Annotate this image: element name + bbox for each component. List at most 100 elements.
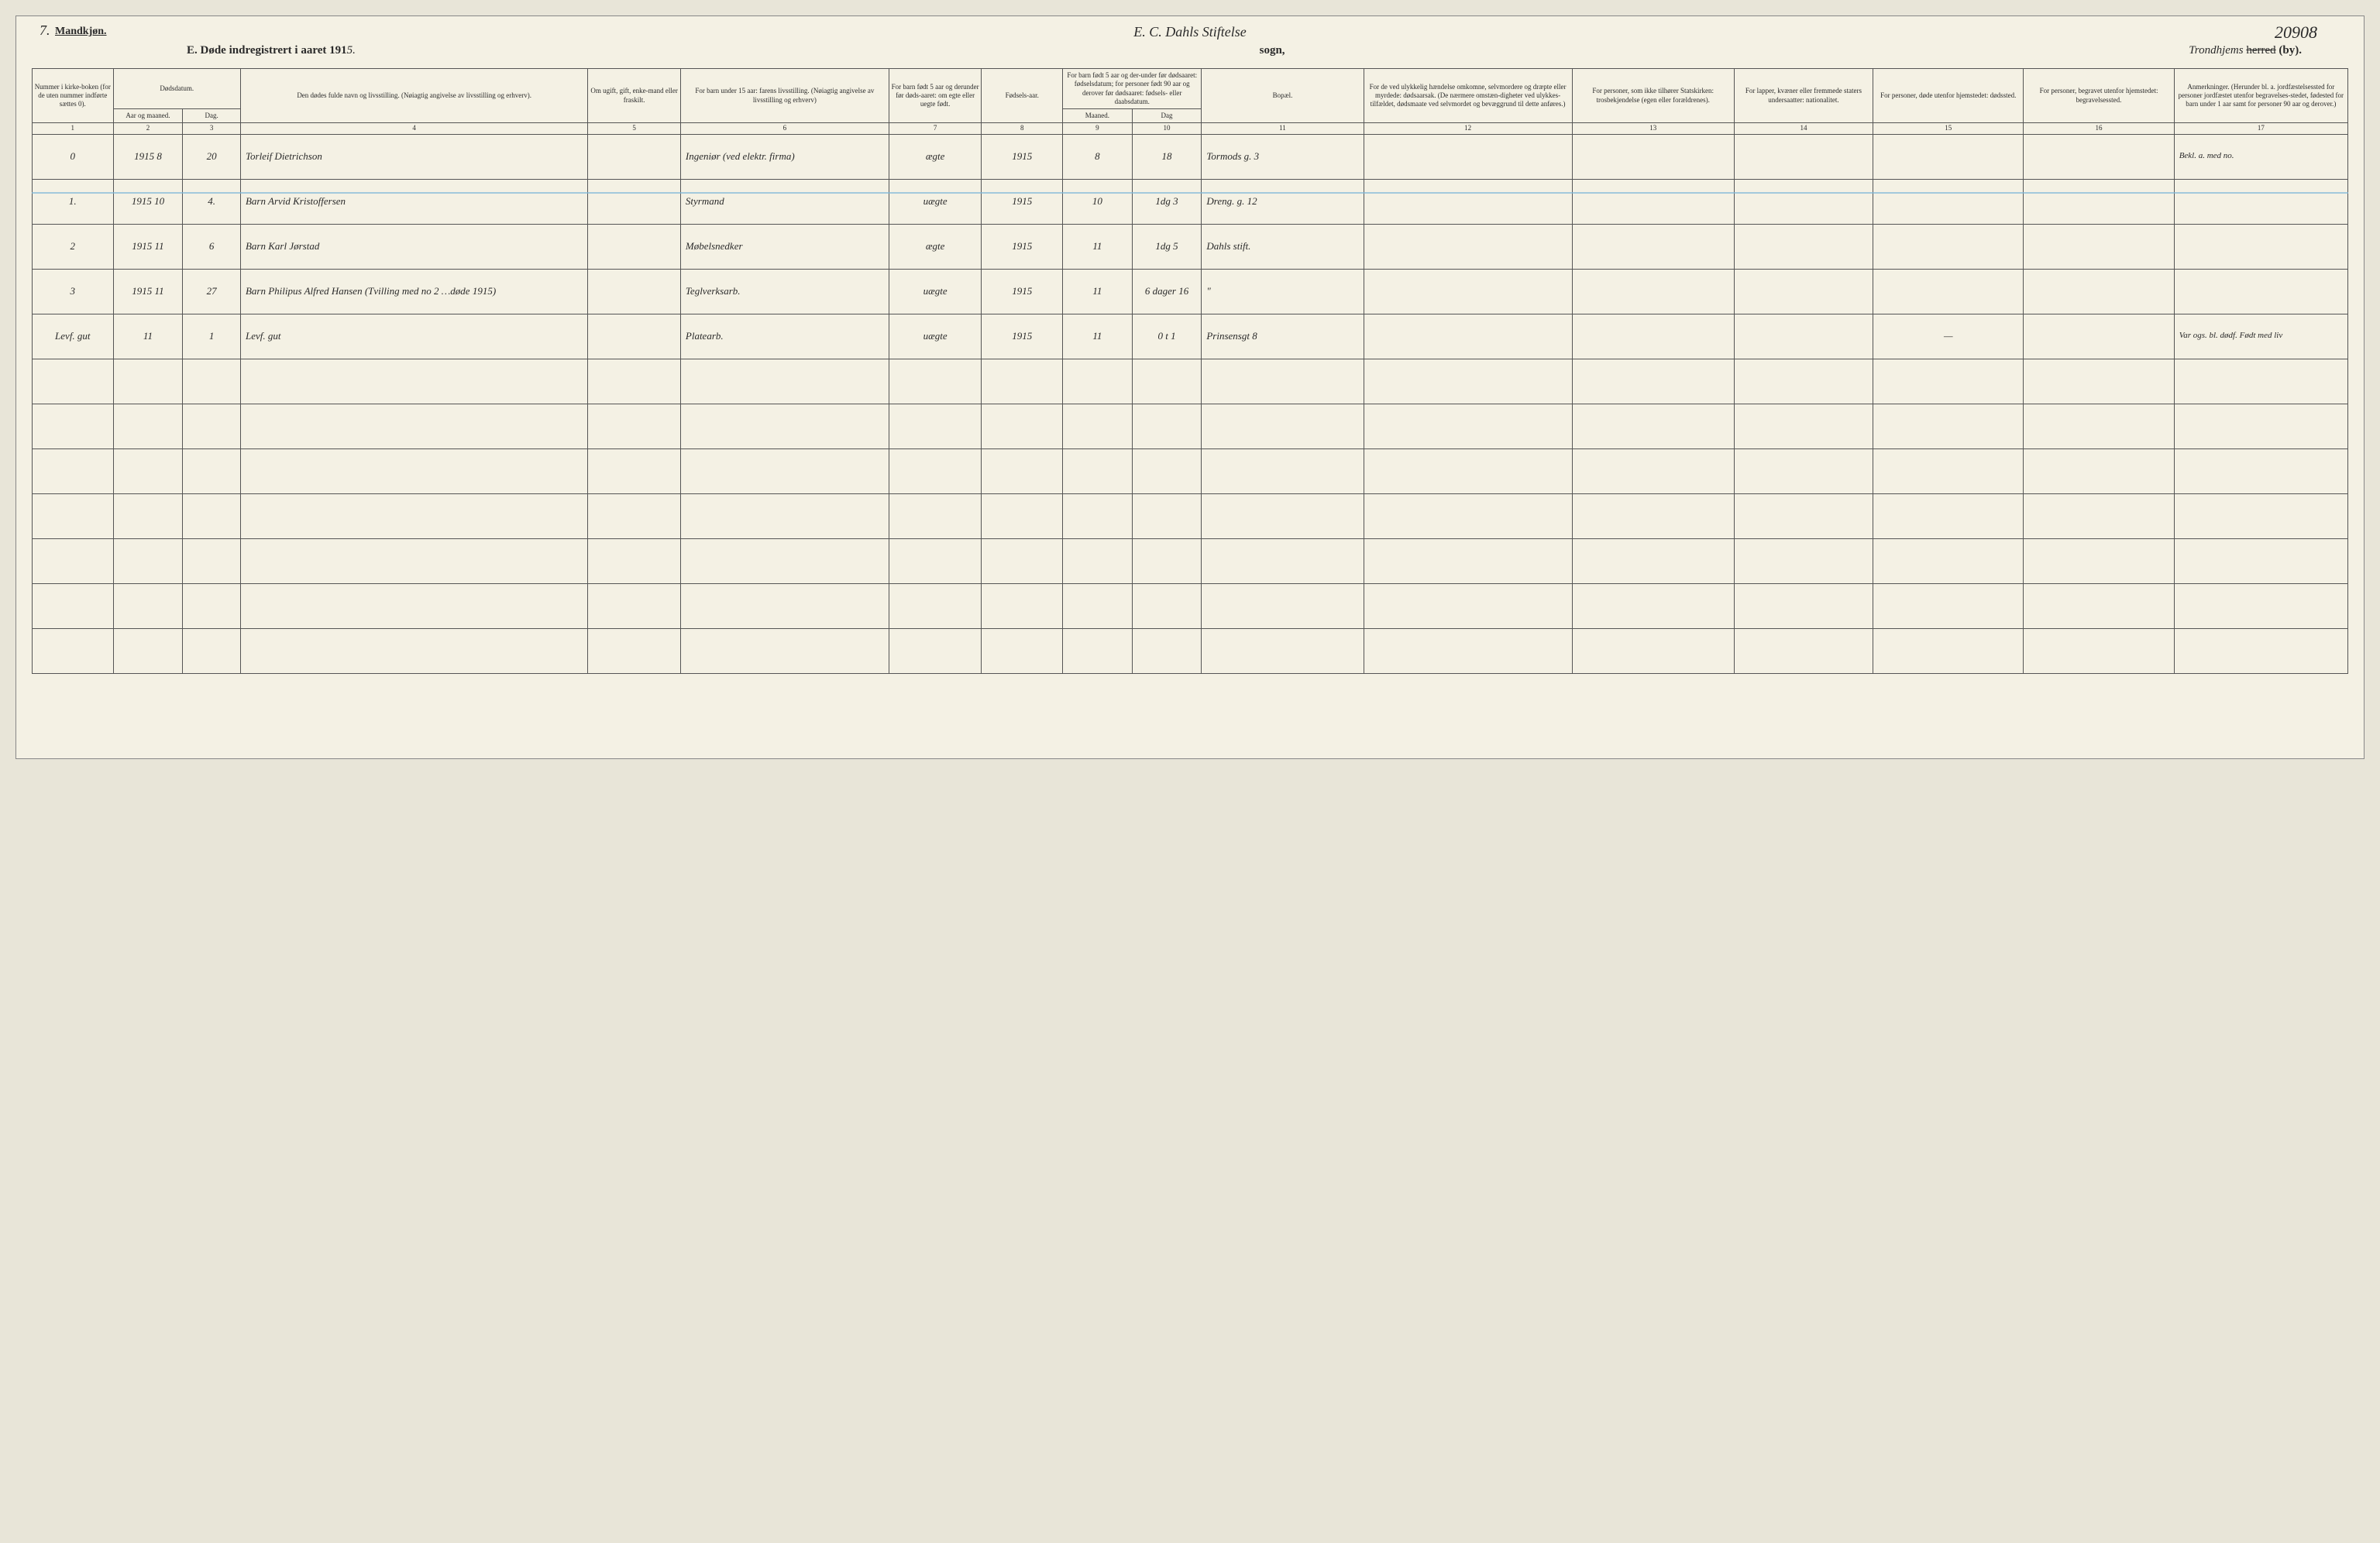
- cell-empty: [588, 583, 681, 628]
- cell-empty: [680, 538, 889, 583]
- cell: ": [1202, 269, 1364, 314]
- cell-empty: [183, 538, 241, 583]
- cell-empty: [1202, 448, 1364, 493]
- cell-empty: [889, 359, 982, 404]
- cell: 1915 8: [113, 134, 183, 179]
- cell-empty: [1364, 538, 1572, 583]
- cell: 20: [183, 134, 241, 179]
- colnum: 3: [183, 123, 241, 134]
- cell-empty: [889, 628, 982, 673]
- col-header: For personer, begravet utenfor hjemstede…: [2024, 69, 2174, 123]
- table-row: 31915 1127Barn Philipus Alfred Hansen (T…: [33, 269, 2348, 314]
- cell: Tormods g. 3: [1202, 134, 1364, 179]
- cell-empty: [113, 359, 183, 404]
- cell: Styrmand: [680, 179, 889, 224]
- cell: 1915: [982, 179, 1063, 224]
- cell: [1572, 269, 1734, 314]
- cell-empty: [183, 628, 241, 673]
- cell: [1364, 134, 1572, 179]
- cell-empty: [1572, 538, 1734, 583]
- colnum: 13: [1572, 123, 1734, 134]
- cell-empty: [588, 493, 681, 538]
- cell: 1915: [982, 269, 1063, 314]
- cell-empty: [588, 448, 681, 493]
- colnum: 9: [1063, 123, 1133, 134]
- cell: —: [1873, 314, 2024, 359]
- handwritten-institution: E. C. Dahls Stiftelse: [1133, 24, 1247, 40]
- colnum: 1: [33, 123, 114, 134]
- cell-empty: [2024, 538, 2174, 583]
- cell-empty: [240, 538, 587, 583]
- cell-empty: [240, 359, 587, 404]
- cell-empty: [240, 628, 587, 673]
- data-rows: 01915 820Torleif DietrichsonIngeniør (ve…: [33, 134, 2348, 359]
- form-title-row: E. Døde indregistrert i aaret 1915. sogn…: [32, 41, 2348, 68]
- cell-empty: [2174, 583, 2347, 628]
- colnum: 11: [1202, 123, 1364, 134]
- cell-empty: [240, 583, 587, 628]
- cell-empty: [680, 448, 889, 493]
- cell-empty: [2174, 538, 2347, 583]
- cell: [2024, 179, 2174, 224]
- cell: 1915: [982, 134, 1063, 179]
- col-subheader: Dag.: [183, 109, 241, 123]
- cell-empty: [889, 493, 982, 538]
- cell-empty: [1873, 583, 2024, 628]
- colnum: 15: [1873, 123, 2024, 134]
- colnum: 14: [1734, 123, 1873, 134]
- record-number-right: 20908: [2275, 22, 2317, 43]
- cell: 6: [183, 224, 241, 269]
- cell-empty: [1063, 359, 1133, 404]
- cell-empty: [183, 448, 241, 493]
- cell-empty: [1734, 448, 1873, 493]
- cell: [1873, 269, 2024, 314]
- cell-empty: [1873, 628, 2024, 673]
- cell-empty: [1202, 493, 1364, 538]
- form-title-year: 5.: [347, 44, 356, 57]
- cell: ægte: [889, 134, 982, 179]
- cell: 4.: [183, 179, 241, 224]
- cell: [588, 179, 681, 224]
- cell-empty: [1132, 404, 1202, 448]
- cell-empty: [982, 493, 1063, 538]
- col-header: For barn født 5 aar og der-under før død…: [1063, 69, 1202, 109]
- colnum: 10: [1132, 123, 1202, 134]
- cell: 3: [33, 269, 114, 314]
- cell: Barn Philipus Alfred Hansen (Tvilling me…: [240, 269, 587, 314]
- cell: 18: [1132, 134, 1202, 179]
- cell-empty: [33, 448, 114, 493]
- register-page: 7. 20908 E. C. Dahls Stiftelse Mandkjøn.…: [15, 15, 2365, 759]
- cell: 1915 10: [113, 179, 183, 224]
- cell: [1364, 314, 1572, 359]
- cell-empty: [1364, 359, 1572, 404]
- col-header: Bopæl.: [1202, 69, 1364, 123]
- cell: 11: [113, 314, 183, 359]
- cell: [2174, 179, 2347, 224]
- empty-rows: [33, 359, 2348, 673]
- cell: 2: [33, 224, 114, 269]
- cell: Levf. gut: [33, 314, 114, 359]
- cell-empty: [113, 493, 183, 538]
- table-row-empty: [33, 538, 2348, 583]
- cell-empty: [1132, 538, 1202, 583]
- cell: Ingeniør (ved elektr. firma): [680, 134, 889, 179]
- cell: Møbelsnedker: [680, 224, 889, 269]
- cell: [2024, 269, 2174, 314]
- cell: 0: [33, 134, 114, 179]
- cell: Dreng. g. 12: [1202, 179, 1364, 224]
- herred-script: Trondhjems: [2189, 44, 2243, 57]
- cell: Barn Arvid Kristoffersen: [240, 179, 587, 224]
- cell: [1873, 134, 2024, 179]
- cell: [2024, 314, 2174, 359]
- cell: [1734, 134, 1873, 179]
- cell-empty: [1572, 448, 1734, 493]
- cell: Dahls stift.: [1202, 224, 1364, 269]
- cell: [1572, 314, 1734, 359]
- cell: [1734, 314, 1873, 359]
- cell: 1915: [982, 314, 1063, 359]
- col-header: For barn under 15 aar: farens livsstilli…: [680, 69, 889, 123]
- cell-empty: [2174, 359, 2347, 404]
- cell-empty: [1202, 628, 1364, 673]
- col-header: For de ved ulykkelig hændelse omkomne, s…: [1364, 69, 1572, 123]
- cell: [2174, 224, 2347, 269]
